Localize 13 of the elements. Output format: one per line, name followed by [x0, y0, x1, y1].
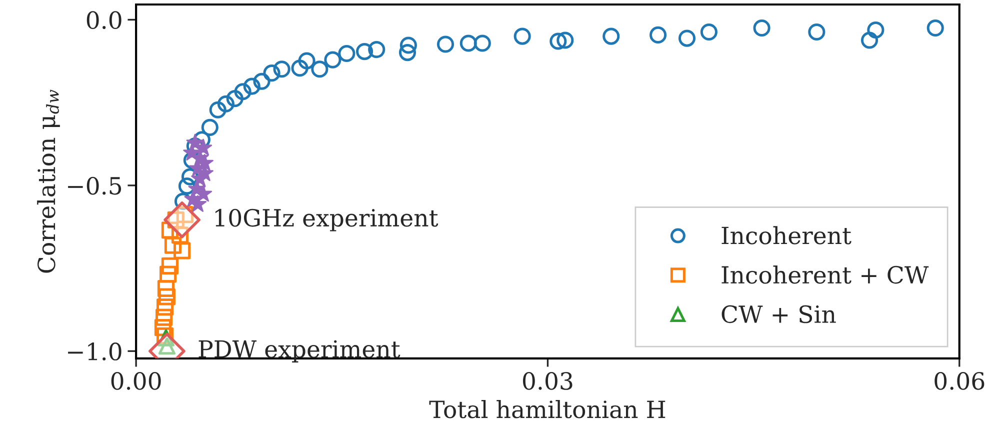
annotation: 10GHz experiment	[215, 208, 438, 232]
x-tick-label: 0.00	[111, 372, 161, 390]
x-tick-label: 0.06	[934, 372, 984, 390]
x-axis-title: Total hamiltonian H	[429, 400, 666, 418]
legend-label: Incoherent	[722, 226, 852, 244]
annotation: PDW experiment	[198, 340, 400, 363]
x-tick-label: 0.03	[522, 372, 572, 390]
y-axis-title: Correlation μ$_{dw}$	[37, 90, 60, 273]
legend-label: CW + Sin	[722, 305, 836, 324]
y-tick-label: −0.5	[68, 176, 122, 195]
y-tick-label: 0.0	[86, 11, 122, 30]
legend-label: Incoherent + CW	[722, 265, 929, 284]
y-tick-label: −1.0	[68, 342, 122, 360]
